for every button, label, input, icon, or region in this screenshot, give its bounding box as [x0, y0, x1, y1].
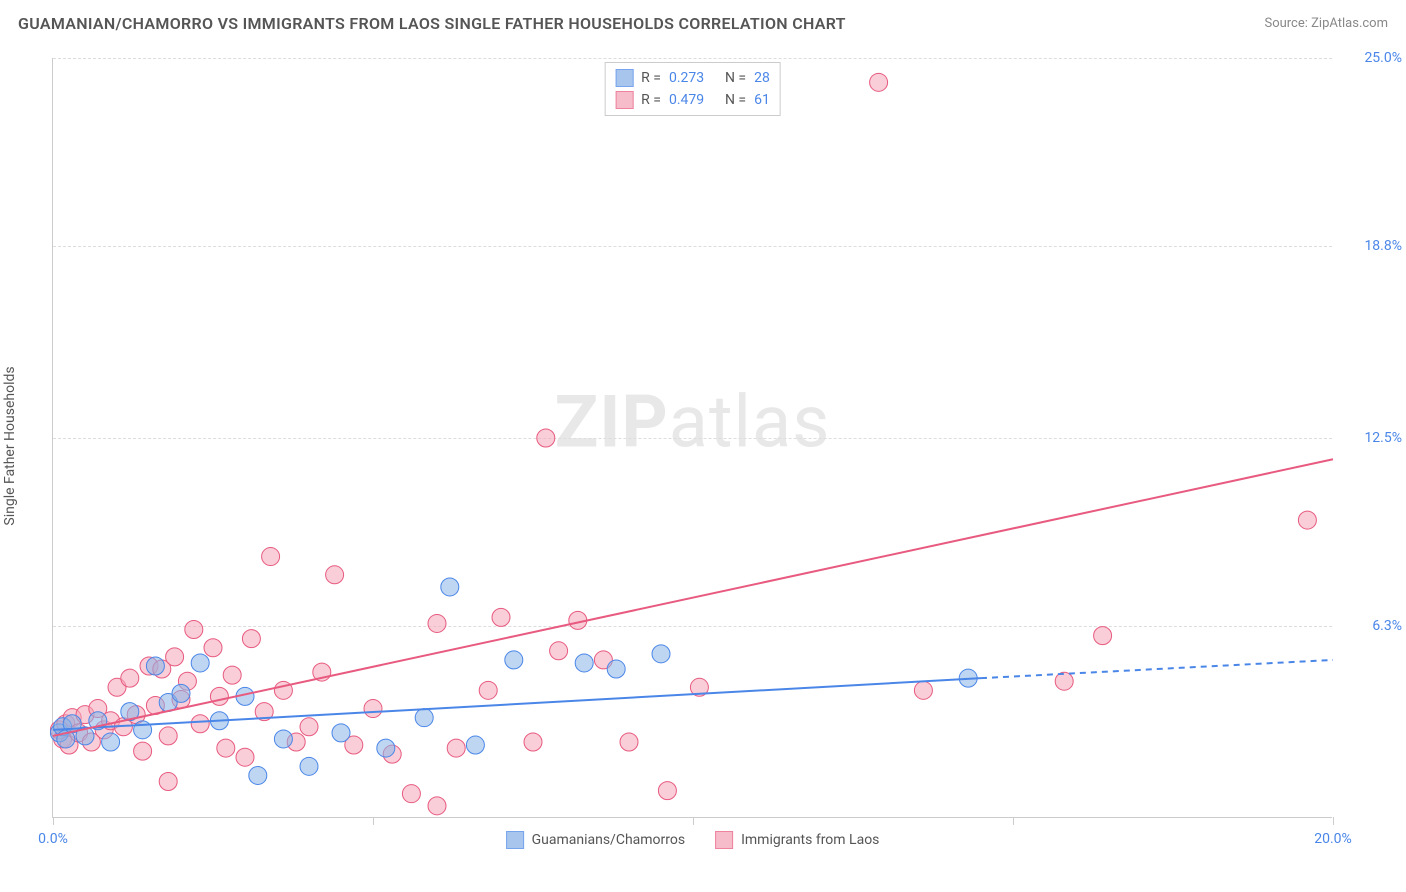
data-point — [364, 700, 382, 718]
x-tick — [373, 817, 374, 825]
legend-row-blue: R = 0.273 N = 28 — [615, 67, 770, 89]
data-point — [377, 739, 395, 757]
data-point — [159, 773, 177, 791]
data-point — [172, 684, 190, 702]
x-tick-label: 20.0% — [1314, 831, 1352, 847]
data-point — [300, 718, 318, 736]
data-point — [204, 639, 222, 657]
data-point — [217, 739, 235, 757]
data-point — [249, 766, 267, 784]
data-point — [300, 757, 318, 775]
data-point — [441, 578, 459, 596]
r-value-blue: 0.273 — [669, 67, 717, 89]
data-point — [1094, 627, 1112, 645]
legend-row-pink: R = 0.479 N = 61 — [615, 89, 770, 111]
data-point — [652, 645, 670, 663]
data-point — [191, 715, 209, 733]
data-point — [537, 429, 555, 447]
data-point — [402, 785, 420, 803]
data-point — [159, 727, 177, 745]
legend-label-pink: Immigrants from Laos — [741, 832, 879, 848]
data-point — [870, 73, 888, 91]
data-point — [415, 709, 433, 727]
data-point — [242, 630, 260, 648]
data-point — [1055, 672, 1073, 690]
data-point — [191, 654, 209, 672]
data-point — [447, 739, 465, 757]
data-point — [326, 566, 344, 584]
data-point — [146, 657, 164, 675]
y-tick-label: 18.8% — [1342, 238, 1402, 254]
data-point — [479, 681, 497, 699]
data-point — [223, 666, 241, 684]
data-point — [185, 621, 203, 639]
data-point — [134, 742, 152, 760]
x-tick-label: 0.0% — [38, 831, 68, 847]
swatch-blue — [615, 69, 633, 87]
y-tick-label: 25.0% — [1342, 50, 1402, 66]
data-point — [236, 748, 254, 766]
x-tick — [1333, 817, 1334, 825]
data-point — [428, 797, 446, 815]
title-bar: GUAMANIAN/CHAMORRO VS IMMIGRANTS FROM LA… — [18, 14, 1388, 33]
data-point — [1298, 511, 1316, 529]
swatch-blue-icon — [506, 831, 524, 849]
data-point — [332, 724, 350, 742]
r-value-pink: 0.479 — [669, 89, 717, 111]
data-point — [505, 651, 523, 669]
x-tick — [1013, 817, 1014, 825]
data-point — [428, 614, 446, 632]
legend-series: Guamanians/Chamorros Immigrants from Lao… — [506, 831, 880, 849]
data-point — [607, 660, 625, 678]
n-value-pink: 61 — [754, 89, 770, 111]
scatter-svg — [53, 58, 1332, 817]
n-value-blue: 28 — [754, 67, 770, 89]
data-point — [274, 730, 292, 748]
data-point — [658, 782, 676, 800]
legend-item-blue: Guamanians/Chamorros — [506, 831, 686, 849]
y-axis-label: Single Father Households — [2, 366, 18, 525]
source-label: Source: ZipAtlas.com — [1264, 16, 1388, 31]
data-point — [914, 681, 932, 699]
y-tick-label: 12.5% — [1342, 430, 1402, 446]
y-tick-label: 6.3% — [1342, 618, 1402, 634]
legend-correlation: R = 0.273 N = 28 R = 0.479 N = 61 — [604, 62, 781, 116]
legend-item-pink: Immigrants from Laos — [715, 831, 879, 849]
data-point — [166, 648, 184, 666]
data-point — [121, 669, 139, 687]
x-tick — [693, 817, 694, 825]
data-point — [262, 548, 280, 566]
trend-line — [981, 660, 1333, 678]
data-point — [210, 687, 228, 705]
chart-title: GUAMANIAN/CHAMORRO VS IMMIGRANTS FROM LA… — [18, 14, 846, 33]
data-point — [102, 733, 120, 751]
plot-area: ZIPatlas 6.3%12.5%18.8%25.0% 0.0%20.0% R… — [52, 58, 1332, 818]
data-point — [466, 736, 484, 754]
data-point — [575, 654, 593, 672]
data-point — [550, 642, 568, 660]
data-point — [524, 733, 542, 751]
x-tick — [53, 817, 54, 825]
swatch-pink — [615, 91, 633, 109]
data-point — [492, 608, 510, 626]
legend-label-blue: Guamanians/Chamorros — [532, 832, 686, 848]
swatch-pink-icon — [715, 831, 733, 849]
data-point — [620, 733, 638, 751]
